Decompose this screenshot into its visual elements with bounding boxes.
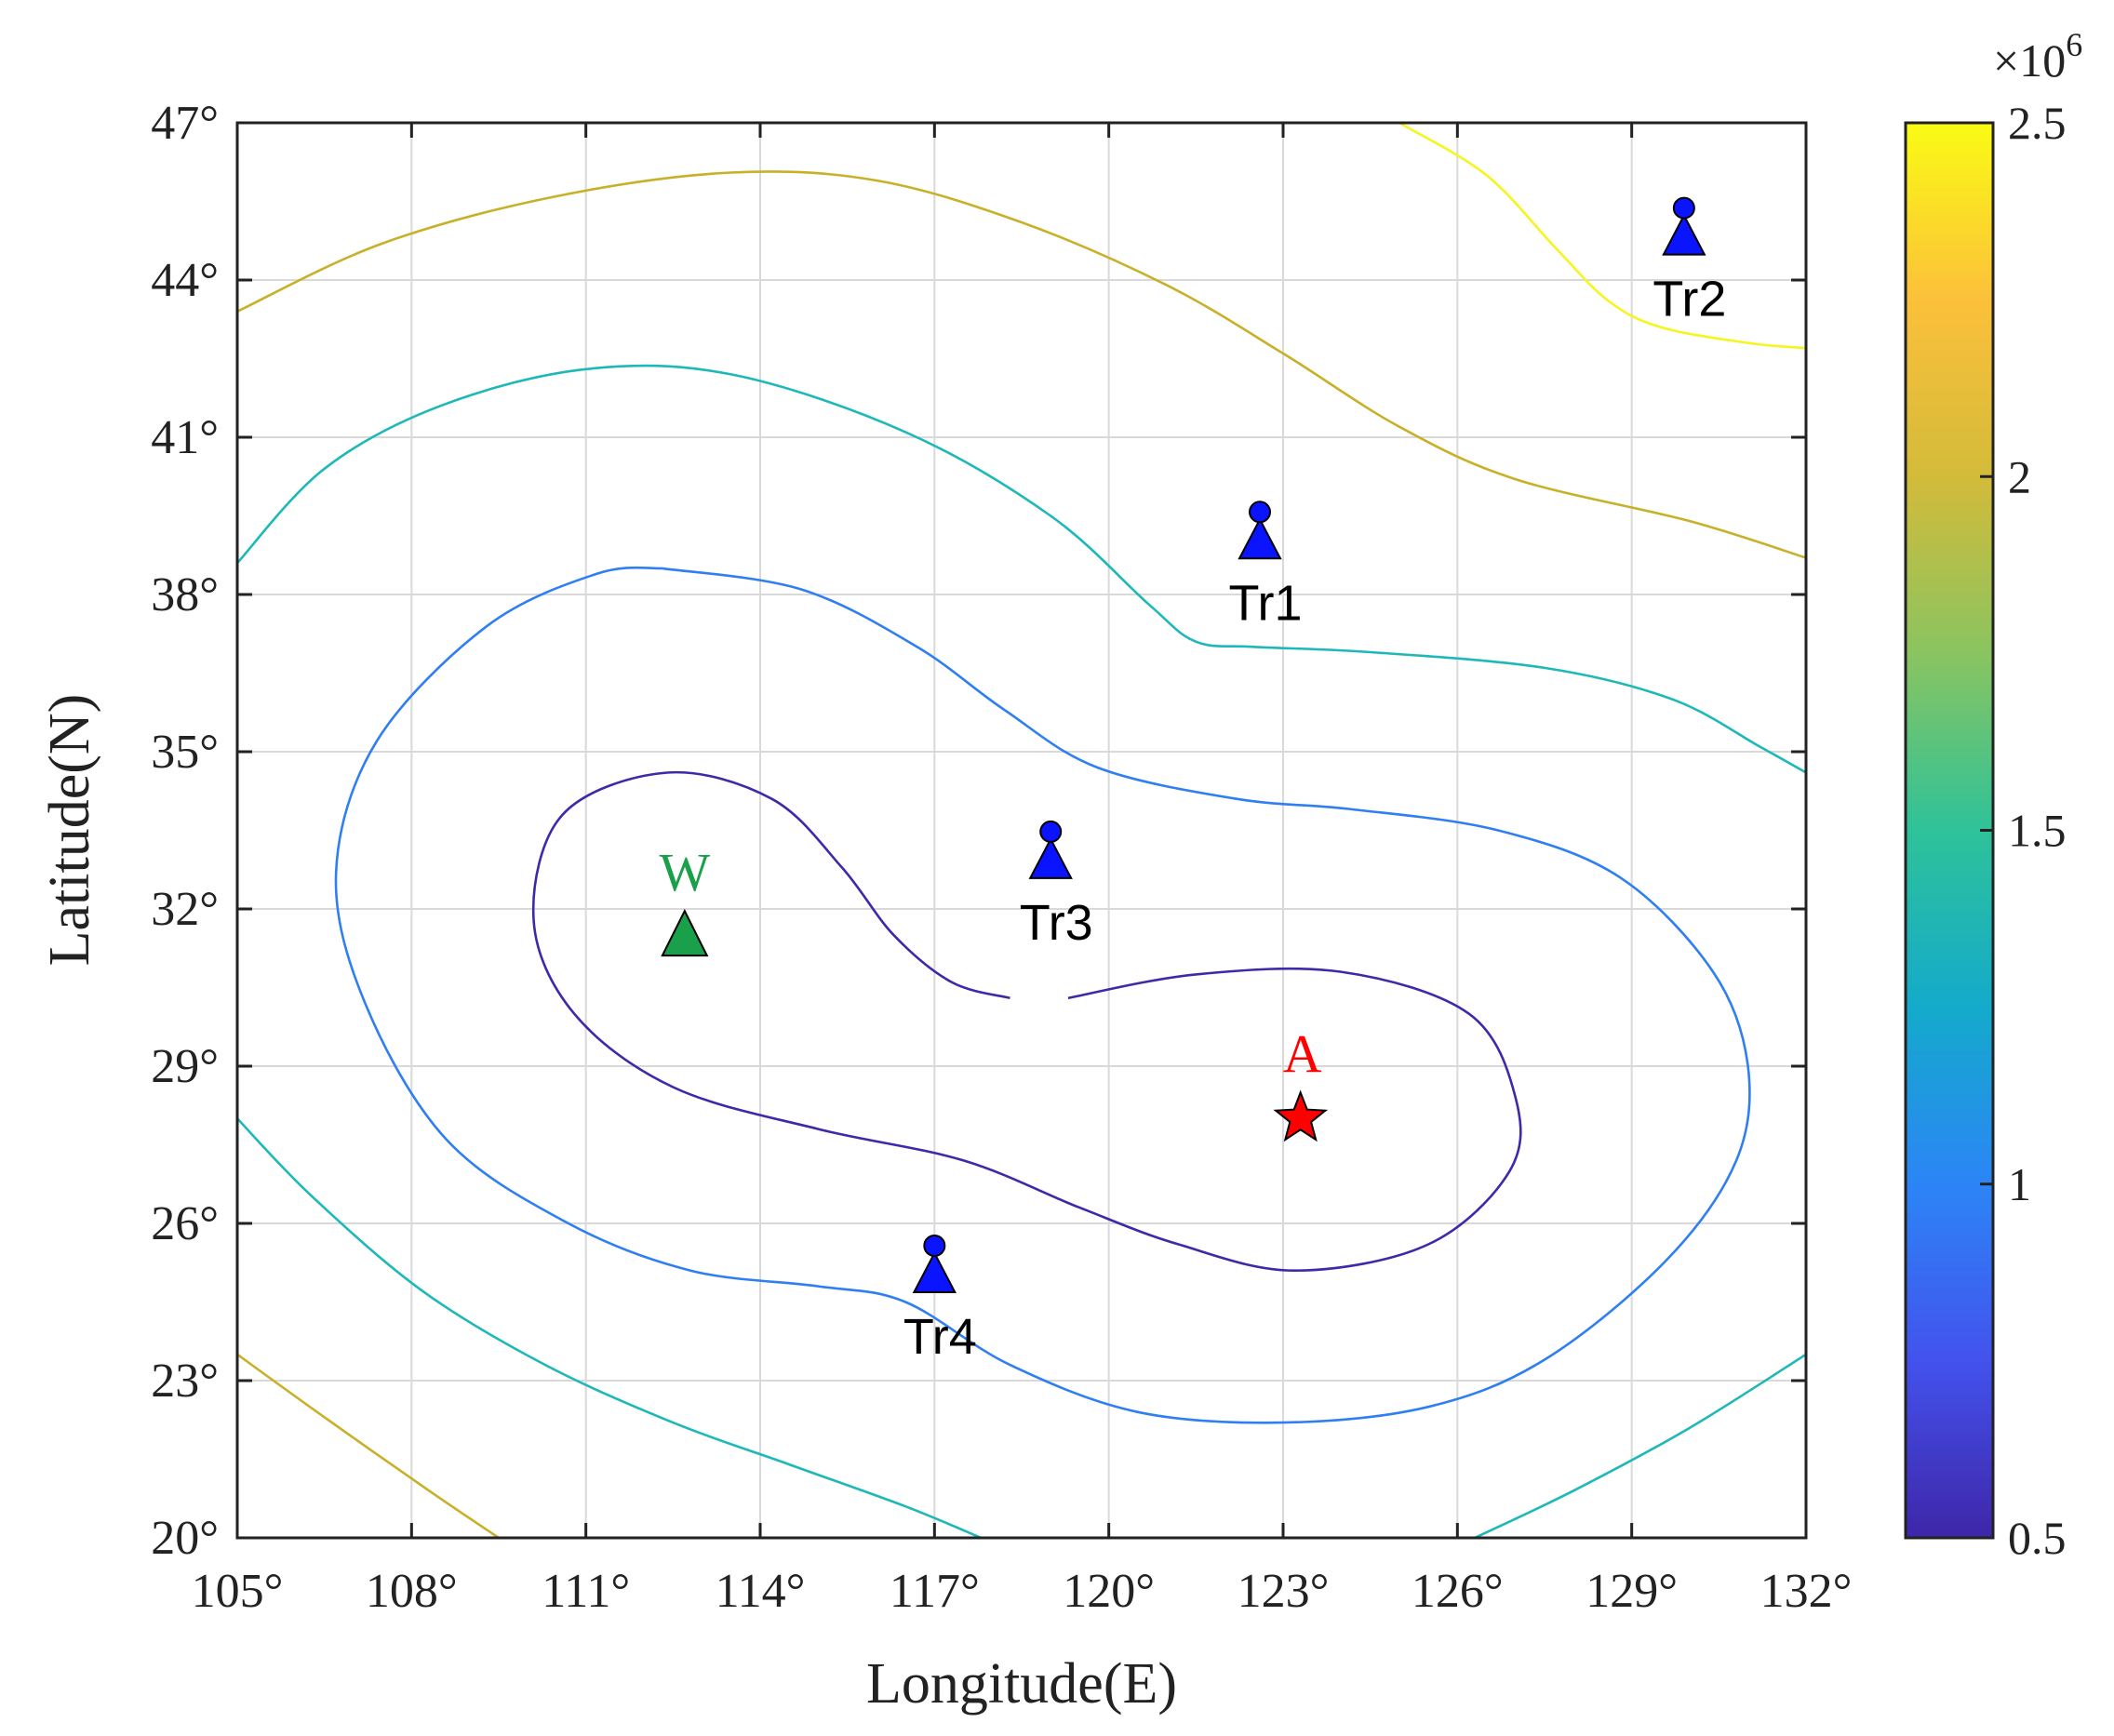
contour-line-1.5	[237, 364, 1806, 774]
x-tick-label: 105°	[192, 1565, 284, 1618]
colorbar-tick-label: 2	[2008, 450, 2031, 502]
station-circle	[1249, 501, 1272, 524]
station-circle	[1039, 820, 1063, 843]
contour-line-1.5	[1474, 1353, 1806, 1538]
colorbar-tick-label: 1.5	[2008, 805, 2067, 857]
x-tick-label: 111°	[542, 1565, 630, 1618]
x-tick-label: 132°	[1760, 1565, 1853, 1618]
contour-line-1.5	[237, 1117, 982, 1538]
y-tick-label: 29°	[151, 1040, 219, 1093]
colorbar-tick-label: 1	[2008, 1158, 2031, 1210]
y-tick-label: 26°	[151, 1197, 219, 1250]
station-label: Tr4	[903, 1309, 977, 1365]
x-tick-label: 120°	[1063, 1565, 1155, 1618]
y-tick-label: 20°	[151, 1512, 219, 1565]
y-tick-label: 23°	[151, 1355, 219, 1408]
station-markers: Tr1 Tr2 Tr3 Tr4 W A	[659, 196, 1726, 1365]
x-tick-label: 126°	[1412, 1565, 1504, 1618]
station-label: Tr3	[1020, 895, 1093, 951]
x-tick-label: 123°	[1238, 1565, 1330, 1618]
grid-lines	[236, 122, 1807, 1539]
contour-line-0.6	[531, 770, 1522, 1273]
y-tick-label: 38°	[151, 568, 219, 621]
contour-line-1.05	[334, 566, 1751, 1424]
marker-label: W	[659, 842, 710, 902]
y-tick-label: 32°	[151, 883, 219, 936]
y-axis-title: Latitude(N)	[38, 694, 101, 967]
x-tick-label: 117°	[890, 1565, 980, 1618]
y-tick-label: 47°	[151, 97, 219, 150]
contour-lines	[237, 123, 1806, 1538]
plot-frame	[235, 121, 1808, 1540]
station-circle	[923, 1234, 946, 1257]
x-tick-label: 108°	[366, 1565, 458, 1618]
marker-star	[1273, 1089, 1329, 1142]
colorbar-tick-label: 0.5	[2008, 1512, 2067, 1564]
contour-line-2.05	[237, 170, 1806, 559]
y-tick-label: 35°	[151, 726, 219, 779]
station-triangle	[912, 1250, 957, 1293]
colorbar-exponent: ×106	[1993, 26, 2082, 87]
station-label: Tr2	[1652, 272, 1726, 327]
station-triangle	[1028, 836, 1073, 879]
station-circle	[1672, 196, 1695, 220]
axis-ticks: 105° 108° 111° 114° 117° 120° 123° 126° 129° 132°…	[151, 97, 1852, 1618]
y-tick-label: 41°	[151, 411, 219, 464]
colorbar-exponent-base: ×10	[1993, 34, 2066, 87]
station-triangle	[1238, 517, 1282, 560]
station-label: Tr1	[1229, 575, 1303, 631]
marker-label: A	[1283, 1023, 1322, 1084]
contour-line-2.5	[1398, 123, 1806, 350]
colorbar-gradient	[1904, 121, 1995, 1540]
colorbar-exponent-power: 6	[2066, 26, 2082, 63]
colorbar: 0.5 1 1.5 2 2.5 ×106	[1904, 26, 2082, 1564]
colorbar-ticks: 0.5 1 1.5 2 2.5	[1980, 97, 2067, 1564]
station-triangle	[1662, 213, 1706, 256]
colorbar-tick-label: 2.5	[2008, 97, 2067, 149]
y-tick-label: 44°	[151, 254, 219, 307]
contour-line-2.05	[237, 1353, 500, 1538]
x-tick-label: 114°	[716, 1565, 806, 1618]
marker-triangle	[661, 908, 709, 957]
x-axis-title: Longitude(E)	[866, 1652, 1177, 1716]
x-tick-label: 129°	[1586, 1565, 1678, 1618]
